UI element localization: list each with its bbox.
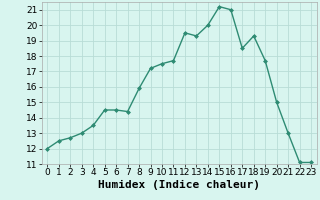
X-axis label: Humidex (Indice chaleur): Humidex (Indice chaleur): [98, 180, 260, 190]
